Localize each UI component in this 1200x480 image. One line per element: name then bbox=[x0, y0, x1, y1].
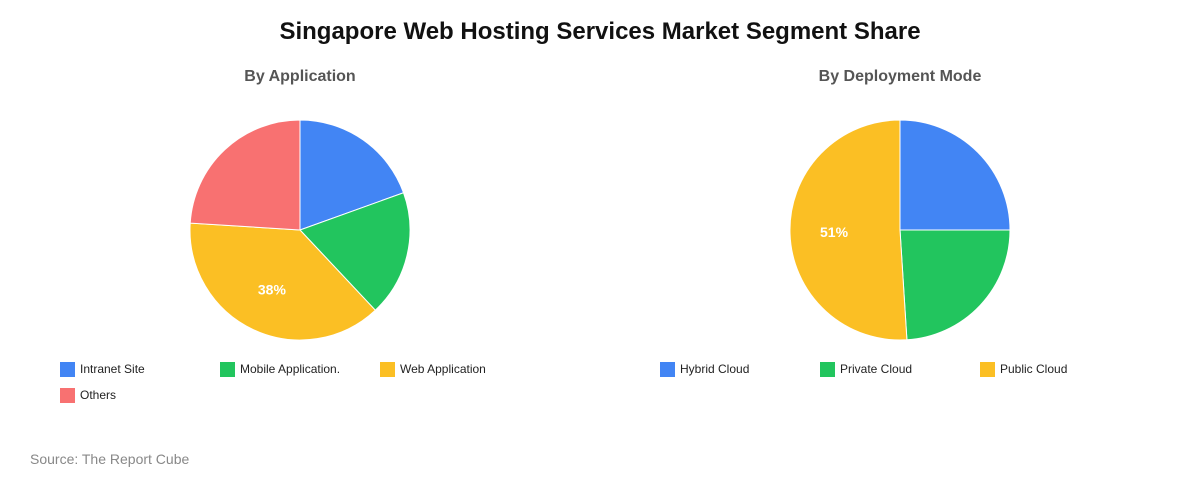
legend-label: Intranet Site bbox=[80, 362, 145, 376]
pie-slice-public-cloud bbox=[789, 119, 908, 341]
application-chart-panel: By Application 38% Intranet Site Mobile A… bbox=[0, 0, 600, 430]
deployment-pie-chart: 51% bbox=[789, 119, 1011, 341]
legend-label: Public Cloud bbox=[1000, 362, 1068, 376]
legend-swatch bbox=[980, 361, 995, 377]
pie-slice-hybrid-cloud bbox=[899, 119, 1011, 231]
legend-item-intranet-site: Intranet Site bbox=[60, 360, 145, 378]
legend-item-web-application: Web Application bbox=[380, 360, 486, 378]
legend-swatch bbox=[660, 361, 675, 377]
deployment-chart-panel: By Deployment Mode 51% Hybrid Cloud Priva… bbox=[600, 0, 1200, 430]
legend-swatch bbox=[220, 361, 235, 377]
legend-swatch bbox=[60, 361, 75, 377]
pie-slice-mobile-application bbox=[299, 192, 411, 311]
legend-item-private-cloud: Private Cloud bbox=[820, 360, 912, 378]
legend-label: Web Application bbox=[400, 362, 486, 376]
application-pie-chart: 38% bbox=[189, 119, 411, 341]
legend-swatch bbox=[380, 361, 395, 377]
application-chart-title: By Application bbox=[244, 68, 356, 85]
legend-item-mobile-application: Mobile Application. bbox=[220, 360, 340, 378]
pie-slice-others bbox=[189, 119, 301, 231]
page-title: Singapore Web Hosting Services Market Se… bbox=[279, 18, 921, 45]
legend-label: Mobile Application. bbox=[240, 362, 341, 376]
legend-swatch bbox=[60, 387, 75, 403]
legend-item-hybrid-cloud: Hybrid Cloud bbox=[660, 360, 749, 378]
pie-slice-web-application bbox=[189, 222, 377, 341]
pie-slice-private-cloud bbox=[899, 229, 1011, 341]
pie-slice-intranet-site bbox=[299, 119, 405, 231]
source-note: Source: The Report Cube bbox=[30, 451, 190, 467]
legend-swatch bbox=[820, 361, 835, 377]
deployment-chart-title: By Deployment Mode bbox=[818, 68, 982, 85]
slice-label-web-application: 38% bbox=[258, 282, 287, 298]
slice-label-public-cloud: 51% bbox=[820, 224, 849, 240]
legend-label: Hybrid Cloud bbox=[680, 362, 750, 376]
legend-item-others: Others bbox=[60, 386, 116, 404]
legend-label: Others bbox=[80, 388, 117, 402]
legend-label: Private Cloud bbox=[840, 362, 913, 376]
legend-item-public-cloud: Public Cloud bbox=[980, 360, 1067, 378]
